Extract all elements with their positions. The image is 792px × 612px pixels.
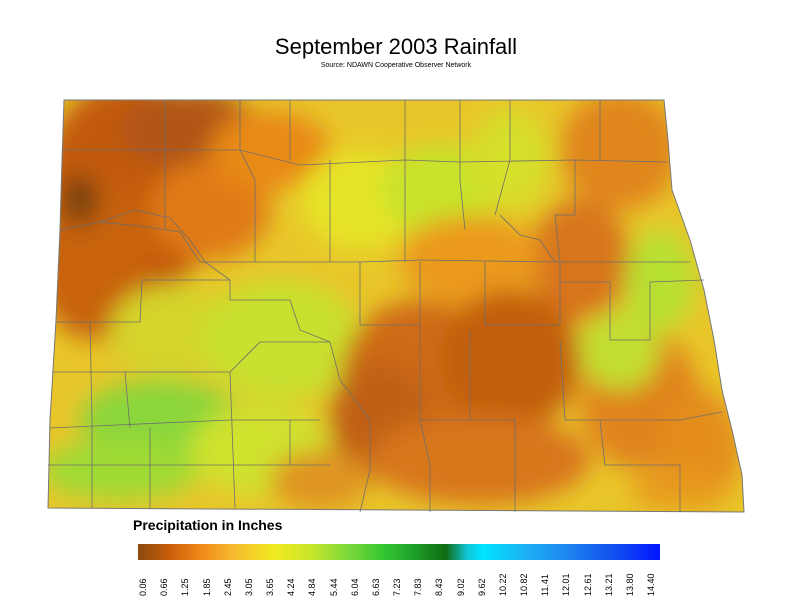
legend-tick-label: 7.23: [392, 578, 402, 596]
legend-tick-label: 0.06: [138, 578, 148, 596]
legend-tick-label: 9.02: [455, 578, 466, 596]
legend-tick-label: 7.83: [413, 578, 424, 596]
map-subtitle: Source: NDAWN Cooperative Observer Netwo…: [320, 62, 472, 69]
legend-tick-label: 12.61: [582, 573, 593, 596]
legend-tick-label: 10.82: [519, 573, 529, 596]
legend-tick-label: 10.22: [497, 573, 508, 596]
legend-tick-label: 4.24: [286, 578, 297, 596]
legend-tick-label: 14.40: [646, 573, 656, 596]
map-title: September 2003 Rainfall: [274, 34, 518, 59]
legend-tick-label: 8.43: [434, 578, 445, 596]
legend-tick-label: 3.05: [243, 578, 254, 596]
legend-tick-label: 13.80: [624, 573, 635, 596]
legend-tick-label: 11.41: [540, 574, 551, 596]
legend-tick-label: 9.62: [476, 578, 487, 596]
legend-tick-label: 3.65: [265, 578, 275, 596]
legend-tick-label: 12.01: [561, 573, 572, 596]
legend-tick-label: 6.63: [370, 578, 381, 596]
legend-tick-label: 0.66: [159, 578, 170, 596]
legend-tick-label: 2.45: [222, 578, 233, 596]
legend-tick-label: 5.44: [328, 578, 339, 596]
county-boundaries: [47, 99, 745, 513]
legend-tick-label: 1.85: [201, 578, 212, 596]
legend-tick-label: 6.04: [349, 578, 360, 596]
legend-tick-label: 4.84: [307, 578, 318, 596]
rainfall-surface: [48, 100, 744, 512]
legend-colorbar: [138, 544, 660, 560]
legend-tick-label: 1.25: [180, 578, 191, 596]
legend-tick-label: 13.21: [603, 573, 614, 596]
legend-title: Precipitation in Inches: [133, 517, 283, 533]
